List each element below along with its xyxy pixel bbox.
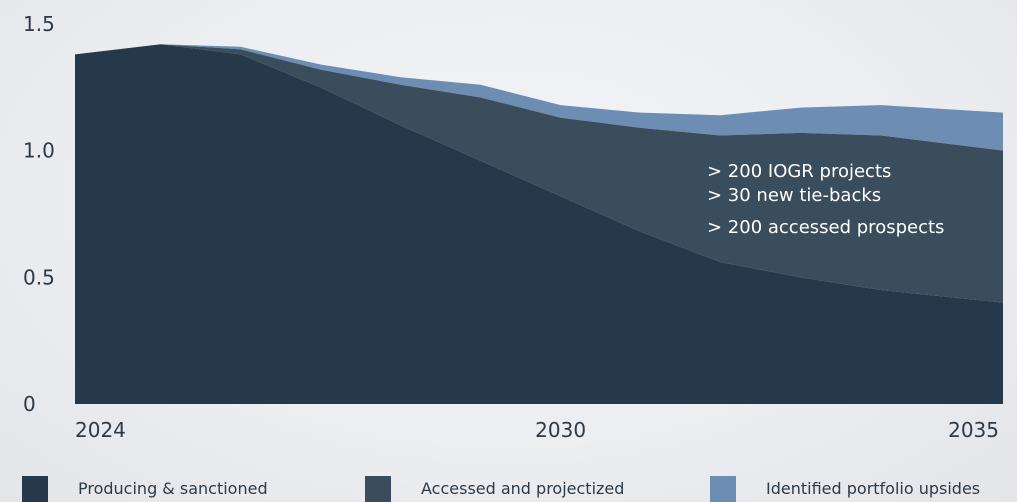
- y-axis-ticks: 1.5 1.0 0.5 0: [23, 12, 55, 416]
- y-tick-label: 0.5: [23, 265, 55, 289]
- x-tick-label: 2024: [75, 418, 126, 442]
- legend-label-producing: Producing & sanctioned: [78, 479, 268, 498]
- stacked-areas: [75, 44, 1003, 405]
- area-series-1: [75, 44, 1003, 405]
- area-series-2: [75, 44, 1003, 303]
- y-tick-label: 1.5: [23, 12, 55, 36]
- legend-swatch-producing: [22, 475, 48, 502]
- x-axis-ticks: 2024 2030 2035: [75, 418, 999, 442]
- legend-item-upsides: Identified portfolio upsides: [710, 475, 980, 502]
- annotation-new-tie-backs: > 30 new tie-backs: [707, 185, 881, 206]
- annotation-iogr-projects: > 200 IOGR projects: [707, 161, 891, 182]
- y-tick-label: 1.0: [23, 139, 55, 163]
- y-tick-label: 0: [23, 392, 36, 416]
- legend: Producing & sanctioned Accessed and proj…: [0, 475, 1017, 502]
- x-tick-label: 2030: [535, 418, 586, 442]
- annotations: > 200 IOGR projects > 30 new tie-backs >…: [707, 161, 944, 238]
- legend-label-upsides: Identified portfolio upsides: [766, 479, 981, 498]
- legend-swatch-upsides: [710, 475, 736, 502]
- annotation-accessed-prospects: > 200 accessed prospects: [707, 217, 944, 238]
- legend-swatch-accessed: [365, 475, 391, 502]
- area-series-3: [75, 44, 1003, 151]
- x-tick-label: 2035: [948, 418, 999, 442]
- legend-item-accessed: Accessed and projectized: [365, 475, 624, 502]
- area-chart: 1.5 1.0 0.5 0 2024 2030 2035 > 200 IOGR proje…: [23, 12, 1003, 442]
- legend-label-accessed: Accessed and projectized: [421, 479, 625, 498]
- legend-item-producing: Producing & sanctioned: [22, 475, 268, 502]
